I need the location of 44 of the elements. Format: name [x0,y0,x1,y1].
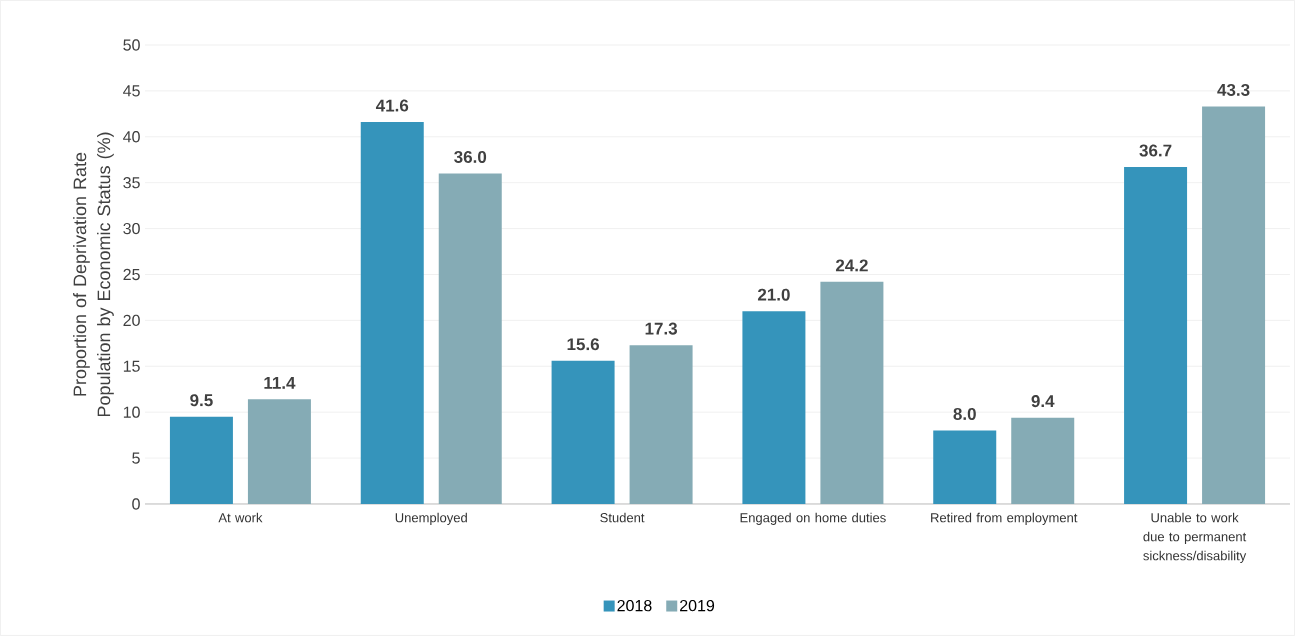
y-tick-label: 15 [123,360,140,372]
x-tick-label: Student [600,512,645,523]
bar [438,173,502,504]
data-label: 43.3 [1217,83,1250,96]
legend-label: 2018 [617,599,652,612]
bar [551,360,615,504]
bar [169,416,233,504]
bar [247,399,311,504]
y-tick-label: 10 [123,406,140,418]
data-label: 9.4 [1031,395,1055,408]
x-tick-label: Retired from employment [931,512,1078,525]
data-label: 9.5 [190,394,213,407]
bar [360,122,424,504]
data-label: 11.4 [264,377,296,389]
y-tick-label: 30 [123,222,140,235]
x-tick-label: Engaged on home duties [740,512,886,525]
legend-label: 2019 [680,599,715,612]
bar [820,281,884,504]
data-label: 8.0 [953,407,976,421]
y-tick-label: 40 [123,131,140,143]
data-label: 36.7 [1139,144,1172,157]
x-tick-label: Unemployed [395,512,467,525]
data-label: 15.6 [567,338,600,351]
y-tick-label: 35 [123,177,140,189]
data-label: 21.0 [757,288,790,301]
bar [1124,167,1188,504]
data-label: 41.6 [375,99,409,112]
bar [742,311,806,504]
x-tick-label: At work [218,512,263,523]
y-tick-label: 0 [132,498,140,510]
data-label: 24.2 [835,259,868,272]
x-tick-label: Unable to work due to permanent sickness/disability [1143,512,1247,563]
y-tick-label: 45 [123,85,140,97]
y-tick-label: 5 [132,452,140,464]
bar [1011,417,1075,504]
y-tick-label: 25 [123,268,140,281]
y-axis-title: Proportion of Deprivation Rate Population by Economic Status (%) [73,132,114,417]
y-tick-label: 50 [123,39,140,51]
y-tick-label: 20 [123,314,140,327]
bar [933,430,997,504]
data-label: 36.0 [454,150,487,163]
bar [629,345,693,504]
data-label: 17.3 [645,322,678,335]
bar [1202,106,1266,504]
